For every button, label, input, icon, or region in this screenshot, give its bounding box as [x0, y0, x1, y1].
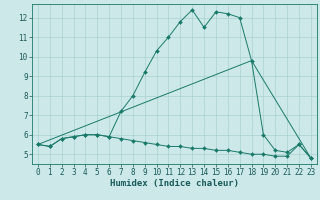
- X-axis label: Humidex (Indice chaleur): Humidex (Indice chaleur): [110, 179, 239, 188]
